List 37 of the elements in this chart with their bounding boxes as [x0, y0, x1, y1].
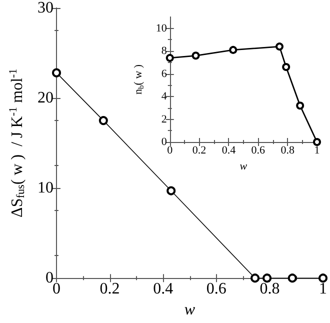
x-tick-label: 0.4: [222, 144, 236, 156]
x-tick-label: 0.2: [100, 280, 120, 298]
point: [275, 42, 284, 51]
y-tick-label: 0: [161, 136, 168, 148]
point: [192, 52, 200, 60]
point: [262, 274, 272, 283]
point: [318, 274, 328, 283]
point: [282, 63, 290, 71]
point: [250, 274, 260, 283]
y-tick-label: 30: [38, 0, 54, 16]
y-tick-label: 4: [161, 90, 168, 103]
point: [52, 68, 61, 78]
y-tick-label: 6: [161, 68, 168, 80]
point: [313, 138, 321, 146]
y-tick-label: 8: [161, 45, 168, 58]
y-tick-label: 10: [156, 22, 168, 34]
x-axis-title: w: [184, 302, 196, 318]
point: [98, 116, 108, 126]
x-tick-label: 0.8: [260, 280, 280, 298]
point: [288, 274, 297, 283]
x-axis-title: w: [240, 160, 248, 172]
point: [229, 46, 238, 54]
y-tick-label: 2: [161, 113, 167, 126]
x-tick-label: 0.8: [280, 144, 295, 156]
y-tick-label: 10: [38, 180, 54, 197]
point: [166, 186, 176, 196]
point: [166, 54, 174, 62]
y-axis-title: ΔSfus( w ) / J K-1 mol-1: [8, 68, 28, 218]
x-tick-label: 1: [319, 280, 327, 298]
x-tick-label: 1: [314, 144, 320, 156]
x-tick-label: 0.6: [251, 144, 266, 156]
y-tick-label: 0: [46, 270, 54, 287]
x-tick-label: 0.2: [192, 144, 206, 156]
x-tick-label: 0.6: [206, 280, 226, 298]
y-tick-label: 20: [38, 90, 54, 107]
point: [296, 102, 304, 110]
x-tick-label: 0.4: [153, 280, 174, 298]
